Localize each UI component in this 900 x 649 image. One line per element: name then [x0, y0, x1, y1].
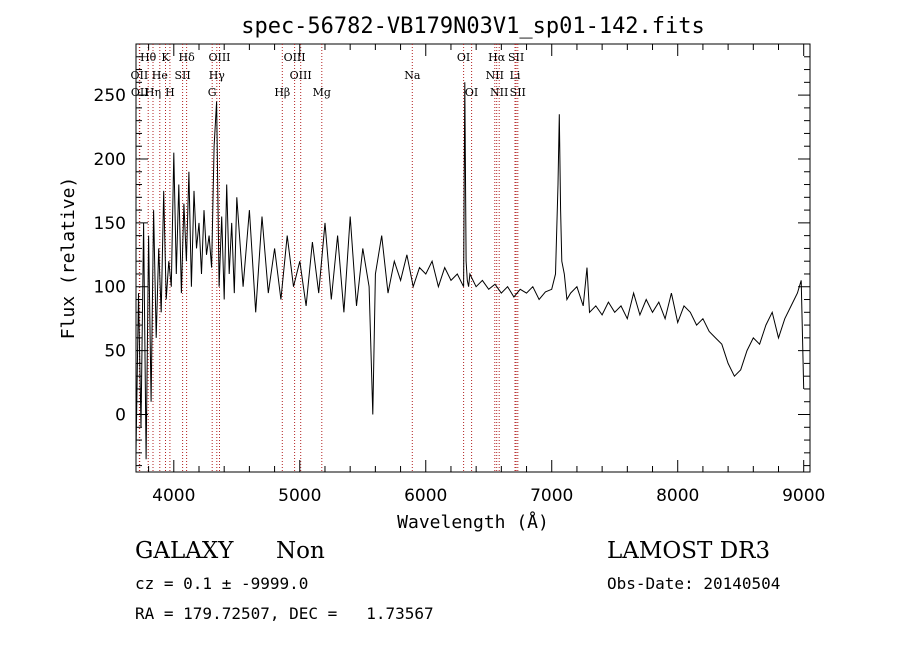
- line-marker-label: OIII: [290, 69, 312, 82]
- x-axis-ticks: 4000 5000 6000 7000 8000 9000: [148, 44, 825, 506]
- line-marker-label: Hγ: [209, 69, 226, 82]
- line-marker-label: Hδ: [178, 51, 195, 64]
- y-tick-label: 100: [94, 278, 126, 298]
- line-marker-label: OII: [131, 69, 149, 82]
- line-marker-label: NII: [486, 69, 504, 82]
- line-marker-label: Na: [404, 69, 421, 82]
- ra-dec-line: RA = 179.72507, DEC = 1.73567: [135, 604, 434, 623]
- y-tick-label: 150: [94, 214, 126, 234]
- survey-name: LAMOST DR3: [607, 538, 771, 564]
- line-markers: [138, 44, 519, 472]
- line-marker-label: SII: [510, 86, 526, 99]
- object-class: GALAXY: [135, 538, 234, 564]
- chart-title: spec-56782-VB179N03V1_sp01-142.fits: [241, 14, 705, 39]
- line-marker-label: NII: [490, 86, 508, 99]
- line-marker-label: OIII: [208, 51, 230, 64]
- line-marker-label: OI: [457, 51, 470, 64]
- line-marker-label: K: [161, 51, 170, 64]
- x-axis-label: Wavelength (Å): [397, 511, 549, 533]
- x-tick-label: 4000: [152, 486, 195, 506]
- y-tick-label: 250: [94, 86, 126, 106]
- line-marker-label: Hθ: [140, 51, 157, 64]
- redshift-line: cz = 0.1 ± -9999.0: [135, 574, 309, 593]
- x-tick-label: 6000: [404, 486, 447, 506]
- line-marker-label: Hη: [145, 86, 161, 99]
- line-marker-label: OIII: [284, 51, 306, 64]
- x-tick-label: 5000: [278, 486, 321, 506]
- line-marker-label: SII: [174, 69, 190, 82]
- line-marker-label: Hα: [488, 51, 506, 64]
- y-tick-label: 200: [94, 150, 126, 170]
- line-marker-label: OI: [465, 86, 478, 99]
- line-marker-label: Mg: [313, 86, 331, 99]
- line-marker-label: He: [152, 69, 168, 82]
- line-marker-label: Li: [510, 69, 521, 82]
- y-tick-label: 0: [115, 406, 126, 426]
- y-tick-label: 50: [104, 342, 126, 362]
- x-tick-label: 9000: [782, 486, 825, 506]
- y-axis-label: Flux (relative): [58, 177, 79, 340]
- plot-frame: [135, 43, 811, 473]
- spectrum-line: [135, 82, 805, 460]
- line-marker-label: SII: [508, 51, 524, 64]
- line-marker-label: Hβ: [274, 86, 290, 99]
- line-marker-label: OII: [131, 86, 149, 99]
- obs-date: Obs-Date: 20140504: [607, 574, 781, 593]
- y-axis-ticks: 0 50 100 150 200 250: [94, 56, 810, 467]
- x-tick-label: 8000: [656, 486, 699, 506]
- object-subclass: Non: [276, 538, 325, 564]
- x-tick-label: 7000: [530, 486, 573, 506]
- line-marker-label: H: [165, 86, 175, 99]
- line-marker-label: G: [208, 86, 217, 99]
